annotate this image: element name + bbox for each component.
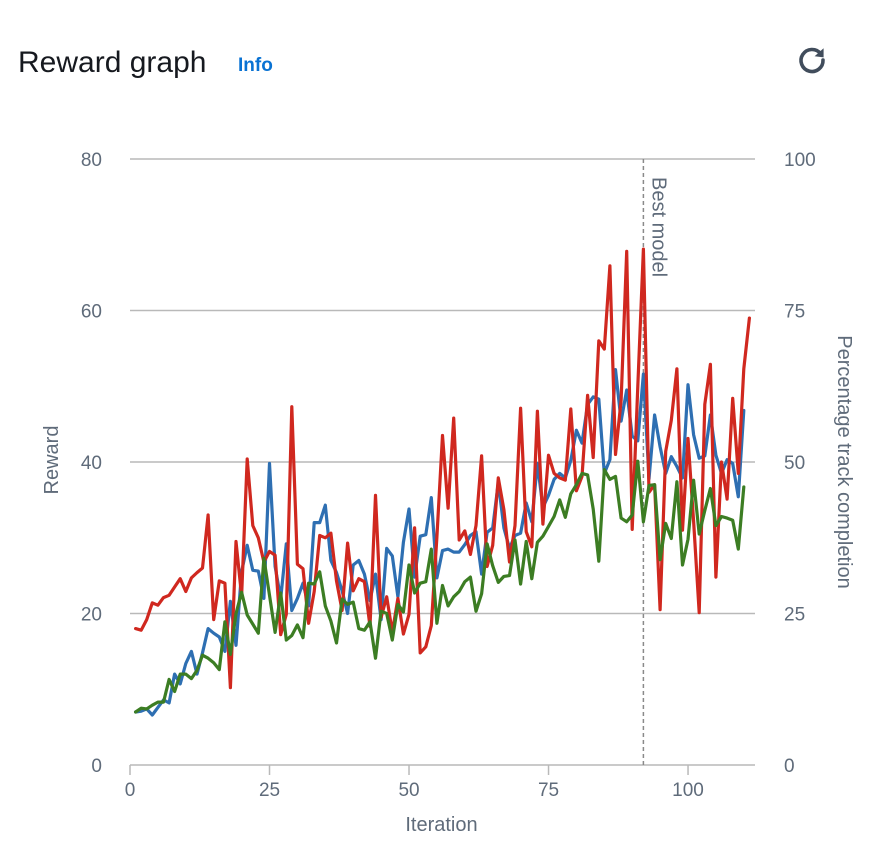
reward-graph-header: Reward graph Info	[18, 40, 848, 90]
info-link[interactable]: Info	[238, 55, 273, 76]
x-tick-label: 25	[259, 780, 280, 801]
y-tick-label: 0	[91, 756, 102, 777]
y2-tick-label: 25	[784, 605, 805, 626]
refresh-icon	[796, 44, 828, 81]
y-tick-label: 60	[81, 302, 102, 323]
y-tick-label: 40	[81, 453, 102, 474]
best-model-label: Best model	[647, 177, 669, 277]
y-axis-title: Reward	[41, 426, 63, 495]
x-tick-label: 100	[672, 780, 704, 801]
y2-axis-title: Percentage track completion	[833, 335, 855, 588]
y-tick-label: 80	[81, 150, 102, 171]
y2-tick-label: 75	[784, 302, 805, 323]
refresh-button[interactable]	[792, 40, 832, 84]
x-axis-title: Iteration	[405, 814, 477, 836]
series-line-red	[134, 247, 751, 690]
y2-tick-label: 0	[784, 756, 795, 777]
x-tick-label: 50	[398, 780, 419, 801]
series-line-blue	[134, 368, 746, 717]
x-tick-label: 75	[538, 780, 559, 801]
y-tick-label: 20	[81, 605, 102, 626]
y2-tick-label: 50	[784, 453, 805, 474]
x-tick-label: 0	[125, 780, 136, 801]
series-line-green	[134, 459, 746, 714]
y2-tick-label: 100	[784, 150, 816, 171]
page-title: Reward graph	[18, 46, 207, 79]
